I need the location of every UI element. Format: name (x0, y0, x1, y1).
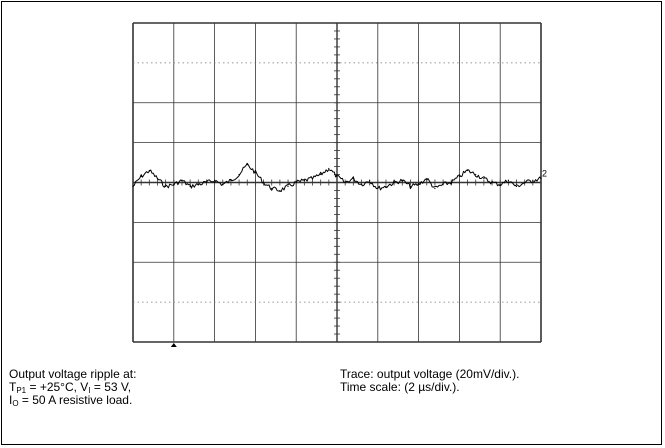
caption-left: Output voltage ripple at: TP1 = +25°C, V… (9, 367, 137, 408)
trace-point (303, 179, 305, 182)
trace-point (385, 185, 387, 188)
trace-point (401, 179, 403, 182)
caption-line: Output voltage ripple at: (9, 367, 137, 381)
trace-point (369, 179, 371, 182)
trace-point (524, 181, 526, 184)
trace-point (426, 177, 428, 180)
trace-point (475, 173, 477, 176)
trace-point (467, 169, 469, 172)
caption-line: IO = 50 A resistive load. (9, 393, 136, 408)
caption-text: = 50 A resistive load. (18, 393, 133, 407)
trace-point (271, 187, 273, 190)
caption-right: Trace: output voltage (20mV/div.). Time … (340, 368, 519, 394)
trace-point (246, 164, 248, 166)
caption-line: TP1 = +25°C, VI = 53 V, (9, 380, 136, 395)
trace-point (344, 181, 346, 184)
trace-line (132, 162, 542, 192)
trace-layer (132, 162, 542, 192)
trace-point (197, 183, 199, 186)
caption-subscript: O (12, 399, 19, 408)
trace-point (507, 179, 509, 182)
caption-subscript: P1 (16, 386, 27, 395)
trace-point (393, 181, 395, 184)
caption-text: T (9, 380, 17, 394)
trigger-marker (170, 343, 177, 347)
trace-point (165, 185, 167, 188)
trace-point (189, 185, 191, 188)
trace-point (499, 183, 501, 186)
trace-point (173, 183, 175, 186)
trace-point (409, 185, 411, 188)
trace-point (352, 177, 354, 180)
trace-point (328, 167, 330, 170)
caption-subscript: I (88, 386, 91, 395)
trace-point (418, 183, 420, 186)
trace-point (515, 185, 518, 188)
trace-point (483, 177, 485, 180)
trace-point (222, 183, 224, 186)
caption-text: I (9, 393, 13, 407)
trace-point (360, 183, 363, 186)
trace-point (254, 171, 256, 174)
trace-point (148, 169, 150, 172)
trace-point (230, 179, 232, 182)
trace-point (181, 179, 183, 182)
trace-point (156, 177, 159, 180)
trace-point (263, 181, 265, 184)
trace-point (205, 181, 207, 184)
trace-point (458, 175, 460, 178)
caption-text: = 53 V, (90, 380, 132, 394)
trace-point (540, 177, 542, 180)
trace-point (532, 179, 534, 182)
trace-point (140, 175, 142, 178)
caption-line: Time scale: (2 µs/div.). (340, 380, 460, 394)
trace-point (434, 187, 436, 190)
channel-marker: 2 (542, 169, 547, 179)
trace-point (336, 175, 338, 178)
trace-point (132, 185, 134, 188)
trace-point (491, 181, 493, 184)
trace-point (311, 177, 314, 180)
trace-point (442, 183, 444, 186)
trace-point (320, 173, 322, 176)
trace-point (377, 187, 379, 190)
trace-point (295, 181, 297, 184)
caption-text: = +25°C, V (26, 380, 89, 394)
trace-point (287, 185, 289, 188)
trace-point (279, 189, 281, 192)
trace-point (450, 181, 452, 184)
trace-point (238, 173, 240, 176)
caption-line: Trace: output voltage (20mV/div.). (340, 367, 520, 381)
trace-point (214, 179, 216, 182)
